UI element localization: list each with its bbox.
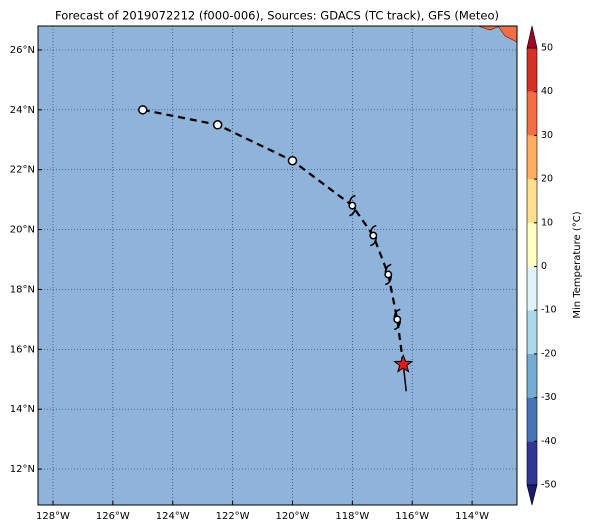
storm-arm xyxy=(370,237,378,247)
colorbar-band xyxy=(527,441,537,485)
plot-frame xyxy=(37,25,518,506)
storm-eye xyxy=(369,231,378,240)
colorbar-tick-label: 40 xyxy=(541,86,553,97)
colorbar-tick-label: 10 xyxy=(541,217,553,228)
y-tick-label: 18°N xyxy=(10,284,35,295)
storm-arm xyxy=(348,194,356,204)
storm-symbol xyxy=(393,308,402,331)
colorbar-under xyxy=(526,484,538,506)
colorbar-band xyxy=(527,135,537,180)
colorbar-tick-label: -40 xyxy=(541,436,557,447)
colorbar-tick-label: -50 xyxy=(541,480,557,491)
storm-symbol xyxy=(384,263,393,286)
current-position xyxy=(393,353,414,373)
x-tick-label: 116°W xyxy=(395,511,429,522)
colorbar-tick-label: -10 xyxy=(541,305,557,316)
colorbar-tick-label: 50 xyxy=(541,43,553,54)
storm-arm xyxy=(369,224,377,234)
storm-arm xyxy=(394,321,401,331)
colorbar-band xyxy=(527,91,537,136)
colorbar-over xyxy=(526,25,538,49)
x-tick-label: 128°W xyxy=(36,511,70,522)
track-point xyxy=(212,120,223,130)
track-point xyxy=(138,105,148,115)
colorbar-tick-label: -30 xyxy=(541,392,557,403)
y-tick-label: 14°N xyxy=(10,404,35,415)
x-tick-label: 118°W xyxy=(335,511,369,522)
x-tick-label: 126°W xyxy=(96,511,130,522)
storm-eye xyxy=(393,315,402,324)
storm-arm xyxy=(384,263,392,273)
colorbar-band xyxy=(527,266,537,311)
colorbar-band xyxy=(527,397,537,442)
colorbar-label: Min Temperature (°C) xyxy=(572,211,583,318)
storm-arm xyxy=(385,276,393,286)
storm-eye xyxy=(348,201,357,210)
chart-title: Forecast of 2019072212 (f000-006), Sourc… xyxy=(55,9,499,23)
colorbar: -50 -40 -30 -20 -10 0 10 20 30 40 50 xyxy=(526,25,557,506)
colorbar-band xyxy=(527,48,537,92)
colorbar-tick-label: -20 xyxy=(541,348,557,359)
y-tick-label: 20°N xyxy=(10,225,35,236)
y-tick-label: 24°N xyxy=(10,105,35,116)
x-tick-label: 120°W xyxy=(275,511,309,522)
storm-symbol xyxy=(348,194,357,217)
colorbar-band xyxy=(527,353,537,398)
colorbar-band xyxy=(527,179,537,223)
storm-symbol xyxy=(369,224,378,247)
storm-arm xyxy=(349,207,357,217)
x-tick-label: 122°W xyxy=(216,511,250,522)
x-tick-label: 114°W xyxy=(455,511,489,522)
plot-layer xyxy=(38,26,517,505)
y-tick-label: 16°N xyxy=(10,344,35,355)
colorbar-band xyxy=(527,310,537,354)
x-tick-label: 124°W xyxy=(156,511,190,522)
colorbar-tick-label: 20 xyxy=(541,174,553,185)
colorbar-tick-label: 30 xyxy=(541,130,553,141)
track-point xyxy=(287,155,298,166)
y-tick-label: 26°N xyxy=(10,45,35,56)
storm-eye xyxy=(384,270,393,279)
y-tick-label: 22°N xyxy=(10,165,35,176)
y-tick-label: 12°N xyxy=(10,464,35,475)
colorbar-band xyxy=(527,222,537,267)
colorbar-tick-label: 0 xyxy=(541,261,547,272)
ocean xyxy=(38,26,517,505)
storm-arm xyxy=(393,308,401,318)
